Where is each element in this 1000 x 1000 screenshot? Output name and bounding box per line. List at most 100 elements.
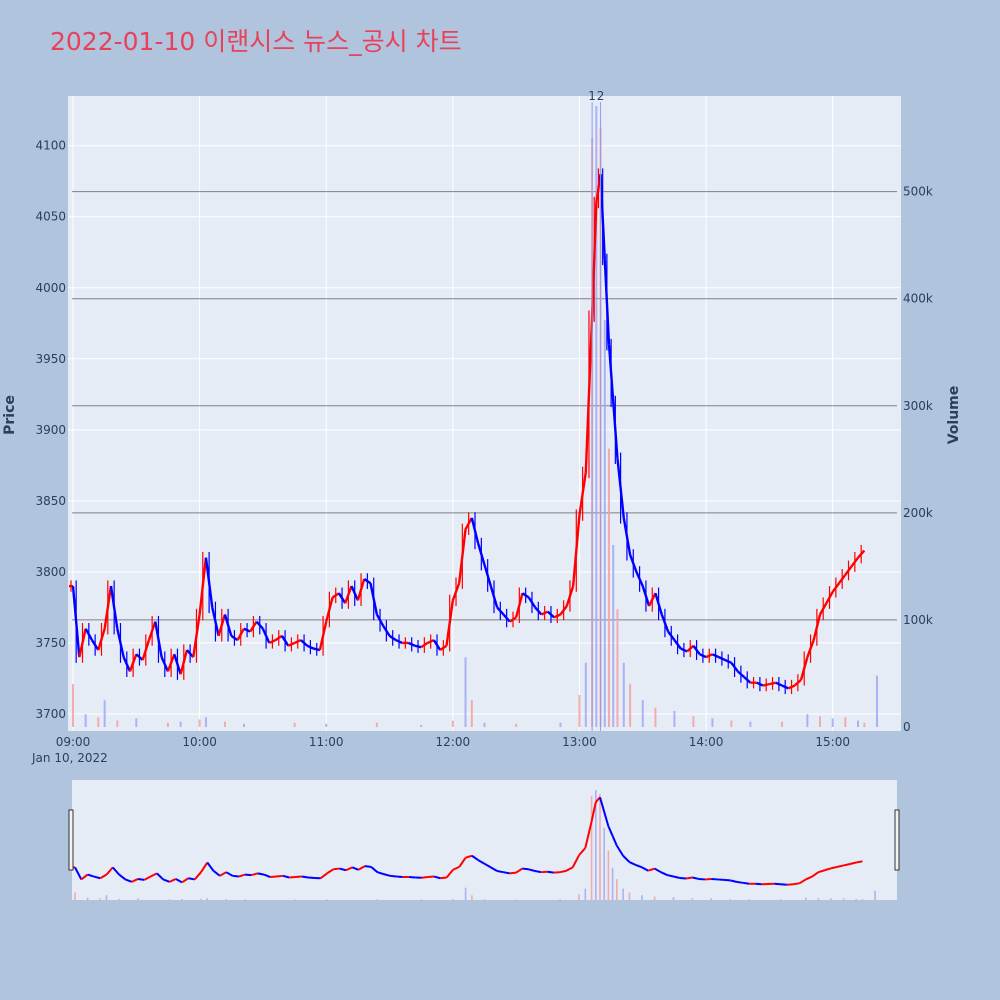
price-axis-title: Price — [2, 395, 18, 435]
candle-body — [509, 616, 517, 623]
slider-volume-bar — [595, 790, 597, 900]
slider-candle — [219, 871, 227, 877]
slider-candle — [333, 867, 340, 871]
slider-candle — [599, 797, 606, 813]
candle-body — [692, 645, 701, 656]
candle-body — [844, 565, 853, 576]
slider-volume-bar — [464, 887, 467, 900]
candle-body — [255, 620, 264, 630]
slider-candle — [383, 873, 391, 877]
slider-candle — [496, 869, 504, 874]
price-tick-label: 3900 — [35, 423, 66, 437]
slider-candle — [811, 871, 819, 878]
slider-candle — [603, 811, 610, 827]
range-slider-background[interactable] — [72, 780, 897, 900]
slider-candle — [509, 871, 517, 875]
slider-candle — [276, 874, 284, 878]
volume-bar — [711, 718, 714, 727]
slider-candle — [74, 866, 83, 880]
candle-body — [534, 606, 543, 616]
volume-bar — [559, 722, 562, 727]
slider-candle — [490, 866, 498, 872]
candle-body — [408, 641, 416, 647]
slider-candle — [150, 872, 158, 878]
candle-body — [204, 557, 214, 608]
candle-body — [243, 627, 251, 633]
candle-body — [612, 401, 619, 459]
slider-candle — [345, 866, 353, 872]
slider-volume-bar — [672, 897, 675, 900]
candle-body — [699, 653, 707, 659]
slider-candle — [830, 865, 838, 870]
slider-candle — [692, 876, 699, 880]
volume-bar — [622, 662, 625, 727]
candle-body — [369, 583, 379, 615]
candle-body — [825, 591, 834, 604]
slider-volume-bar — [206, 898, 209, 900]
chart-title: 2022-01-10 이랜시스 뉴스_공시 차트 — [50, 27, 462, 56]
slider-candle — [843, 862, 851, 867]
candle-body — [344, 585, 353, 604]
candle-body — [280, 635, 290, 647]
candle-body — [432, 639, 442, 651]
slider-candle — [793, 882, 800, 886]
slider-candle — [571, 854, 580, 868]
volume-bar — [603, 320, 606, 727]
candle-body — [578, 472, 587, 516]
price-tick-label: 4000 — [35, 281, 66, 295]
main-plot-background — [68, 96, 901, 731]
slider-candle — [212, 870, 221, 877]
volume-bar — [863, 722, 866, 727]
volume-axis: 0 100k 200k 300k 400k 500k — [903, 185, 933, 734]
slider-candle — [105, 866, 114, 876]
candle-body — [850, 556, 859, 567]
candle-body — [838, 574, 847, 584]
slider-candle — [80, 873, 89, 881]
price-tick-label: 3950 — [35, 352, 66, 366]
slider-candle — [654, 867, 662, 874]
volume-bar — [293, 722, 296, 727]
candle-body — [527, 596, 537, 609]
volume-bar — [204, 717, 207, 727]
candle-body — [547, 610, 555, 619]
candle-body — [470, 517, 480, 544]
volume-axis-title: Volume — [946, 386, 962, 445]
slider-candle — [824, 867, 832, 872]
price-tick-label: 3750 — [35, 636, 66, 650]
slider-volume-bar — [861, 899, 864, 901]
range-slider-left-handle[interactable] — [68, 809, 74, 871]
volume-bar — [198, 719, 201, 727]
slider-candle — [99, 873, 107, 880]
candle-body — [363, 578, 372, 585]
slider-candle — [484, 862, 492, 869]
volume-tick-label: 100k — [903, 613, 933, 627]
time-tick-label: 10:00 — [182, 735, 217, 749]
slider-volume-bar — [748, 899, 750, 901]
volume-bar — [857, 720, 860, 727]
volume-bar — [135, 718, 138, 727]
candle-body — [166, 653, 176, 672]
candle-body — [261, 628, 271, 644]
volume-tick-label: 300k — [903, 399, 933, 413]
candle-body — [198, 557, 208, 615]
candle-body — [395, 638, 403, 645]
candle-body — [781, 684, 789, 690]
range-slider-right-handle[interactable] — [894, 809, 900, 871]
candle-body — [521, 592, 530, 599]
candle-body — [186, 649, 195, 658]
volume-bar — [629, 684, 632, 727]
slider-volume-bar — [118, 898, 120, 900]
slider-volume-bar — [420, 899, 423, 901]
volume-bar — [84, 714, 87, 727]
candle-body — [211, 607, 220, 637]
slider-candle — [818, 869, 825, 874]
candle-body — [192, 614, 201, 658]
candle-body — [680, 647, 688, 653]
slider-candle — [685, 876, 693, 880]
slider-candle — [458, 857, 467, 868]
candle-body — [730, 662, 739, 673]
candle-body — [641, 585, 651, 607]
slider-volume-bar — [603, 827, 605, 900]
volume-bar — [464, 657, 467, 727]
volume-bar — [97, 717, 100, 727]
